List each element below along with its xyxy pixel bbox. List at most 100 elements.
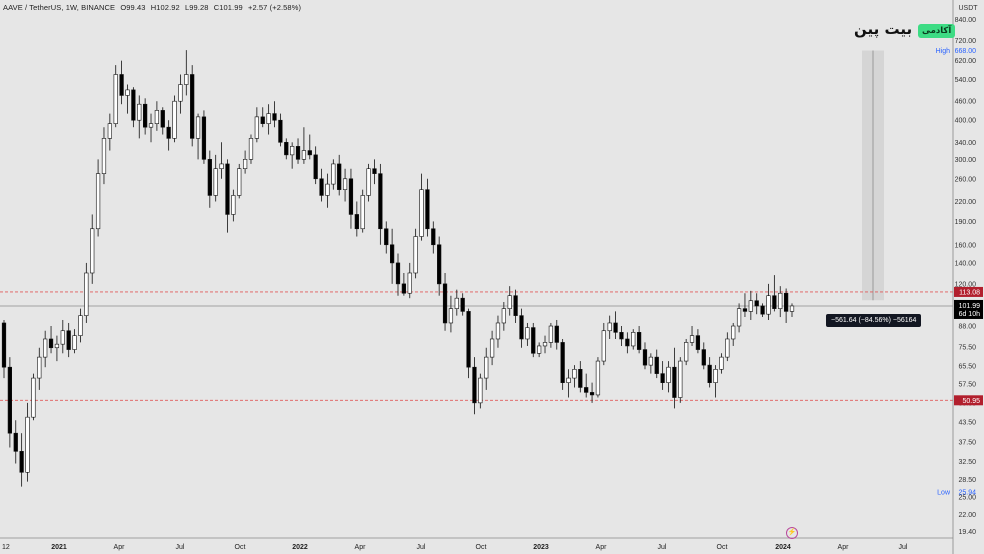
academy-badge: آکادمی — [918, 24, 956, 38]
axis-unit-label: USDT — [958, 5, 978, 12]
candle-up — [748, 300, 753, 312]
candle-down — [166, 126, 171, 139]
candle-up — [607, 322, 612, 332]
candle-up — [72, 335, 77, 350]
candle-up — [213, 168, 218, 196]
symbol-legend: AAVE / TetherUS, 1W, BINANCE O99.43 H102… — [3, 3, 304, 12]
candle-up — [101, 138, 107, 174]
candle-up — [689, 335, 695, 343]
candle-up — [778, 292, 783, 309]
high-marker-value: 668.00 — [955, 48, 977, 55]
candle-up — [489, 338, 495, 358]
candle-down — [772, 295, 777, 309]
candle-down — [742, 308, 748, 312]
price-tick-label: 120.00 — [955, 281, 977, 288]
candle-down — [783, 292, 789, 312]
candle-up — [31, 377, 36, 418]
candle-down — [654, 356, 659, 374]
candle-down — [519, 315, 524, 340]
candle-down — [207, 159, 212, 196]
candle-down — [378, 173, 383, 230]
candle-up — [237, 168, 242, 196]
time-tick-label: Jul — [417, 544, 426, 551]
price-tick-label: 540.00 — [955, 77, 977, 84]
time-tick-label: Apr — [114, 544, 126, 551]
price-tick-label: 19.40 — [958, 529, 976, 536]
candle-up — [731, 325, 736, 340]
candle-up — [84, 272, 89, 316]
time-tick-label: Jul — [176, 544, 185, 551]
level-tag-label: 50.95 — [962, 398, 980, 405]
candle-down — [278, 119, 283, 143]
candle-down — [431, 228, 436, 246]
candle-down — [19, 451, 24, 473]
candle-up — [266, 113, 271, 124]
time-tick-label: Apr — [596, 544, 608, 551]
candle-up — [178, 84, 183, 102]
candle-up — [595, 360, 601, 396]
candle-up — [172, 100, 177, 139]
candle-up — [713, 369, 718, 383]
candle-down — [1, 322, 7, 368]
candle-up — [448, 308, 454, 324]
candle-down — [560, 342, 565, 383]
candle-down — [619, 332, 624, 340]
candle-down — [642, 349, 648, 366]
price-tick-label: 300.00 — [955, 157, 977, 164]
candle-up — [495, 322, 501, 340]
high-marker-label: High — [936, 48, 951, 55]
lightning-icon[interactable]: ⚡ — [786, 527, 798, 539]
time-tick-label: 2021 — [51, 544, 67, 551]
price-tick-label: 340.00 — [955, 140, 977, 147]
candle-up — [419, 189, 424, 237]
candle-down — [578, 369, 583, 388]
low-marker-label: Low — [937, 490, 951, 497]
level-tag — [954, 286, 983, 297]
time-tick-label: Oct — [717, 544, 728, 551]
candle-up — [95, 173, 101, 230]
candle-down — [313, 154, 318, 180]
candles — [1, 50, 795, 487]
time-tick-label: 12 — [2, 544, 10, 551]
price-tick-label: 28.50 — [958, 477, 976, 484]
time-tick-label: Oct — [235, 544, 246, 551]
candle-up — [407, 272, 412, 294]
symbol-label[interactable]: AAVE / TetherUS, 1W, BINANCE — [3, 3, 116, 12]
candle-down — [660, 373, 665, 383]
time-axis: 12 2021 Apr Jul Oct 2022 Apr Jul Oct 2023 Apr Jul Oc… — [2, 544, 908, 551]
price-tick-label: 140.00 — [955, 260, 977, 267]
candle-up — [566, 377, 571, 383]
price-tick-label: 840.00 — [955, 17, 977, 24]
axis-background — [953, 0, 984, 554]
level-tag-label: 113.08 — [959, 289, 980, 296]
price-tick-label: 720.00 — [955, 38, 977, 45]
price-tick-label: 460.00 — [955, 99, 977, 106]
price-tick-label: 88.00 — [958, 324, 976, 331]
candle-up — [342, 178, 348, 190]
candle-down — [554, 325, 559, 343]
price-tick-label: 22.00 — [958, 512, 976, 519]
open-value: O99.43 — [120, 3, 146, 12]
candle-up — [537, 345, 542, 354]
price-tick-label: 620.00 — [955, 58, 977, 65]
candle-down — [160, 110, 165, 128]
candle-up — [242, 159, 248, 170]
close-value: C101.99 — [213, 3, 243, 12]
candle-up — [231, 195, 236, 215]
candle-down — [66, 330, 71, 350]
candle-down — [636, 332, 642, 350]
candle-down — [389, 244, 395, 264]
candle-up — [137, 103, 142, 121]
candle-down — [513, 295, 518, 316]
candle-down — [354, 214, 359, 230]
candle-down — [472, 366, 477, 404]
measure-label: −561.64 (−84.56%) −56164 — [826, 314, 922, 327]
candle-down — [372, 168, 377, 174]
candle-up — [736, 308, 742, 327]
candle-down — [531, 327, 536, 354]
candle-down — [284, 142, 289, 156]
